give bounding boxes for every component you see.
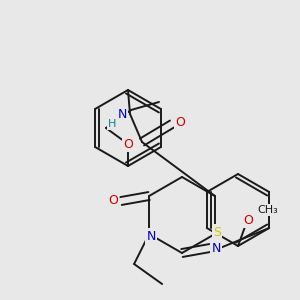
Text: O: O [108,194,118,208]
Text: O: O [243,214,253,226]
Text: CH₃: CH₃ [258,205,278,215]
Text: N: N [146,230,156,242]
Text: N: N [117,107,127,121]
Text: H: H [108,119,116,129]
Text: O: O [175,116,185,128]
Text: S: S [213,226,221,238]
Text: N: N [211,242,221,254]
Text: O: O [123,137,133,151]
